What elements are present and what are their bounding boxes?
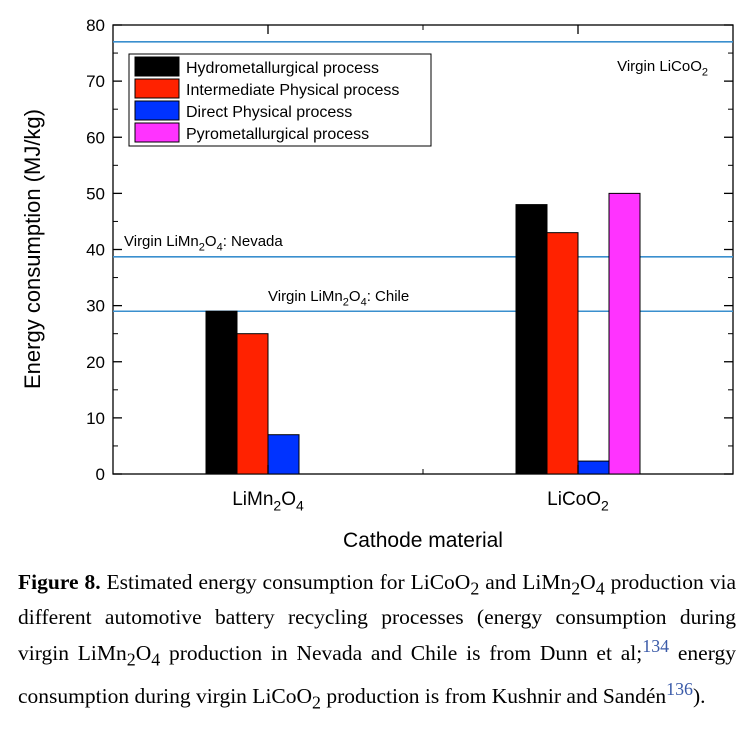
- subscript: 2: [702, 67, 708, 79]
- reference-line-label: Virgin LiMn2O4: Nevada: [124, 233, 283, 254]
- caption-text: Estimated energy consumption for LiCoO: [100, 570, 471, 594]
- reference-line-label: Virgin LiMn2O4: Chile: [268, 288, 409, 309]
- caption-sub: 2: [571, 578, 581, 599]
- label-part: LiMn: [232, 489, 273, 510]
- bar: [546, 232, 579, 475]
- label-part: O: [281, 489, 296, 510]
- legend-swatch: [134, 122, 180, 143]
- label-part: O: [349, 288, 361, 305]
- label-part: LiCoO: [547, 489, 601, 510]
- y-tick-label: 40: [86, 241, 105, 260]
- caption-text: ).: [693, 683, 706, 708]
- subscript: 2: [343, 297, 349, 309]
- legend-label: Pyrometallurgical process: [186, 126, 369, 143]
- y-tick-label: 50: [86, 184, 105, 203]
- y-tick-label: 20: [86, 353, 105, 372]
- caption-sub: 4: [595, 578, 605, 599]
- caption-sub: 4: [151, 649, 161, 670]
- caption-citation-link[interactable]: 136: [666, 678, 693, 699]
- legend-label: Direct Physical process: [186, 104, 352, 121]
- x-tick-label: LiCoO2: [547, 489, 609, 514]
- caption-text: and LiMn: [479, 570, 572, 594]
- y-tick-label: 0: [96, 465, 105, 484]
- label-part: O: [205, 233, 217, 250]
- subscript: 2: [199, 242, 205, 254]
- bar: [577, 460, 610, 475]
- bar: [267, 434, 300, 475]
- legend: Hydrometallurgical process Intermediate P…: [128, 53, 432, 147]
- label-part: Virgin LiMn: [268, 288, 343, 305]
- caption-text: production via different automotive batt…: [18, 570, 736, 666]
- y-axis-label: Energy consumption (MJ/kg): [20, 109, 45, 389]
- bar: [205, 310, 238, 475]
- label-part: Virgin LiCoO: [617, 58, 702, 75]
- caption-text: production is from Kushnir and Sandén: [320, 683, 667, 708]
- y-tick-label: 80: [86, 16, 105, 35]
- caption-sub: 2: [470, 578, 480, 599]
- bar: [515, 204, 548, 475]
- label-part: : Nevada: [223, 233, 284, 250]
- bar: [236, 333, 269, 475]
- y-tick-label: 70: [86, 72, 105, 91]
- subscript: 4: [361, 297, 367, 309]
- y-tick-label: 10: [86, 409, 105, 428]
- caption-text: O: [580, 570, 596, 594]
- caption-text: energy consumption during virgin LiCoO: [18, 641, 736, 708]
- caption-citation-link[interactable]: 134: [642, 636, 670, 657]
- caption-text: production in Nevada and Chile is from D…: [160, 641, 643, 666]
- reference-line-label: Virgin LiCoO2: [617, 58, 708, 79]
- subscript: 2: [273, 498, 281, 514]
- caption-sub: 2: [126, 649, 136, 670]
- caption-sub: 2: [312, 692, 321, 713]
- subscript: 4: [217, 242, 223, 254]
- subscript: 2: [601, 498, 609, 514]
- x-tick-label: LiMn2O4: [232, 489, 304, 514]
- caption-figure-label: Figure 8.: [18, 570, 101, 594]
- label-part: Virgin LiMn: [124, 233, 199, 250]
- legend-label: Intermediate Physical process: [186, 82, 399, 99]
- bar: [608, 192, 641, 475]
- x-axis-label: Cathode material: [343, 529, 503, 552]
- figure-caption: Figure 8. Estimated energy consumption f…: [18, 568, 736, 717]
- legend-label: Hydrometallurgical process: [186, 60, 379, 77]
- legend-swatch: [134, 100, 180, 121]
- subscript: 4: [296, 498, 304, 514]
- legend-swatch: [134, 78, 180, 99]
- caption-text: O: [135, 641, 152, 666]
- legend-swatch: [134, 56, 180, 77]
- y-tick-label: 30: [86, 297, 105, 316]
- label-part: : Chile: [367, 288, 410, 305]
- y-tick-label: 60: [86, 128, 105, 147]
